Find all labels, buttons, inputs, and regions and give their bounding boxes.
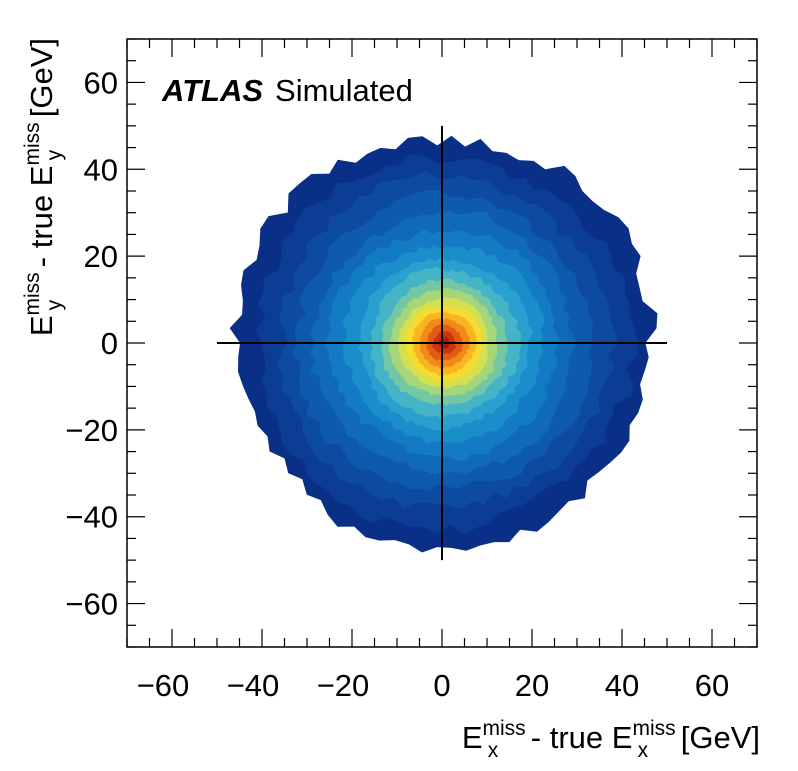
y-axis-title-base: E [24, 315, 59, 336]
x-tick-label: −20 [317, 668, 370, 703]
y-axis-title-sub2: y [43, 149, 66, 160]
y-tick-label: 0 [101, 326, 118, 361]
x-tick-label: 40 [605, 668, 639, 703]
x-axis-title-base: E [462, 720, 483, 755]
crosshair [217, 125, 667, 561]
y-axis-title: Emissy - true Emissy [GeV] [21, 38, 66, 336]
y-tick-label: −40 [65, 500, 118, 535]
y-axis-title-sup: miss [21, 272, 44, 315]
y-axis-title-sup2: miss [21, 122, 44, 165]
x-axis-title-sup: miss [483, 717, 526, 740]
x-axis-title-sub: x [488, 739, 499, 762]
y-tick-label: 60 [84, 65, 118, 100]
x-tick-label: 0 [433, 668, 450, 703]
x-tick-label: −60 [137, 668, 190, 703]
x-axis-title-middle: - true E [522, 720, 632, 755]
x-tick-label: 20 [515, 668, 549, 703]
experiment-status: Simulated [275, 73, 413, 108]
y-axis-title-middle: - true E [24, 166, 59, 276]
axis-ticks [126, 38, 758, 648]
x-axis-title-units: [GeV] [672, 720, 760, 755]
y-tick-label: −20 [65, 413, 118, 448]
x-axis-title: Emiss x - true Emiss x [GeV] [462, 717, 760, 762]
y-axis-title-units: [GeV] [24, 38, 59, 126]
x-axis-title-sub2: x [638, 739, 649, 762]
x-tick-label: 60 [695, 668, 729, 703]
y-tick-label: 40 [84, 152, 118, 187]
y-tick-label: 20 [84, 239, 118, 274]
y-tick-label: −60 [65, 587, 118, 622]
x-tick-label: −40 [227, 668, 280, 703]
x-axis-title-sup2: miss [632, 717, 675, 740]
atlas-label: ATLAS Simulated [161, 73, 413, 108]
contour-bands [229, 135, 658, 553]
experiment-name: ATLAS [161, 73, 263, 108]
tick-labels: −60 −40 −20 0 20 40 60 −60 −40 −20 0 20 40 60 [65, 65, 729, 703]
y-axis-title-sub: y [43, 299, 66, 310]
